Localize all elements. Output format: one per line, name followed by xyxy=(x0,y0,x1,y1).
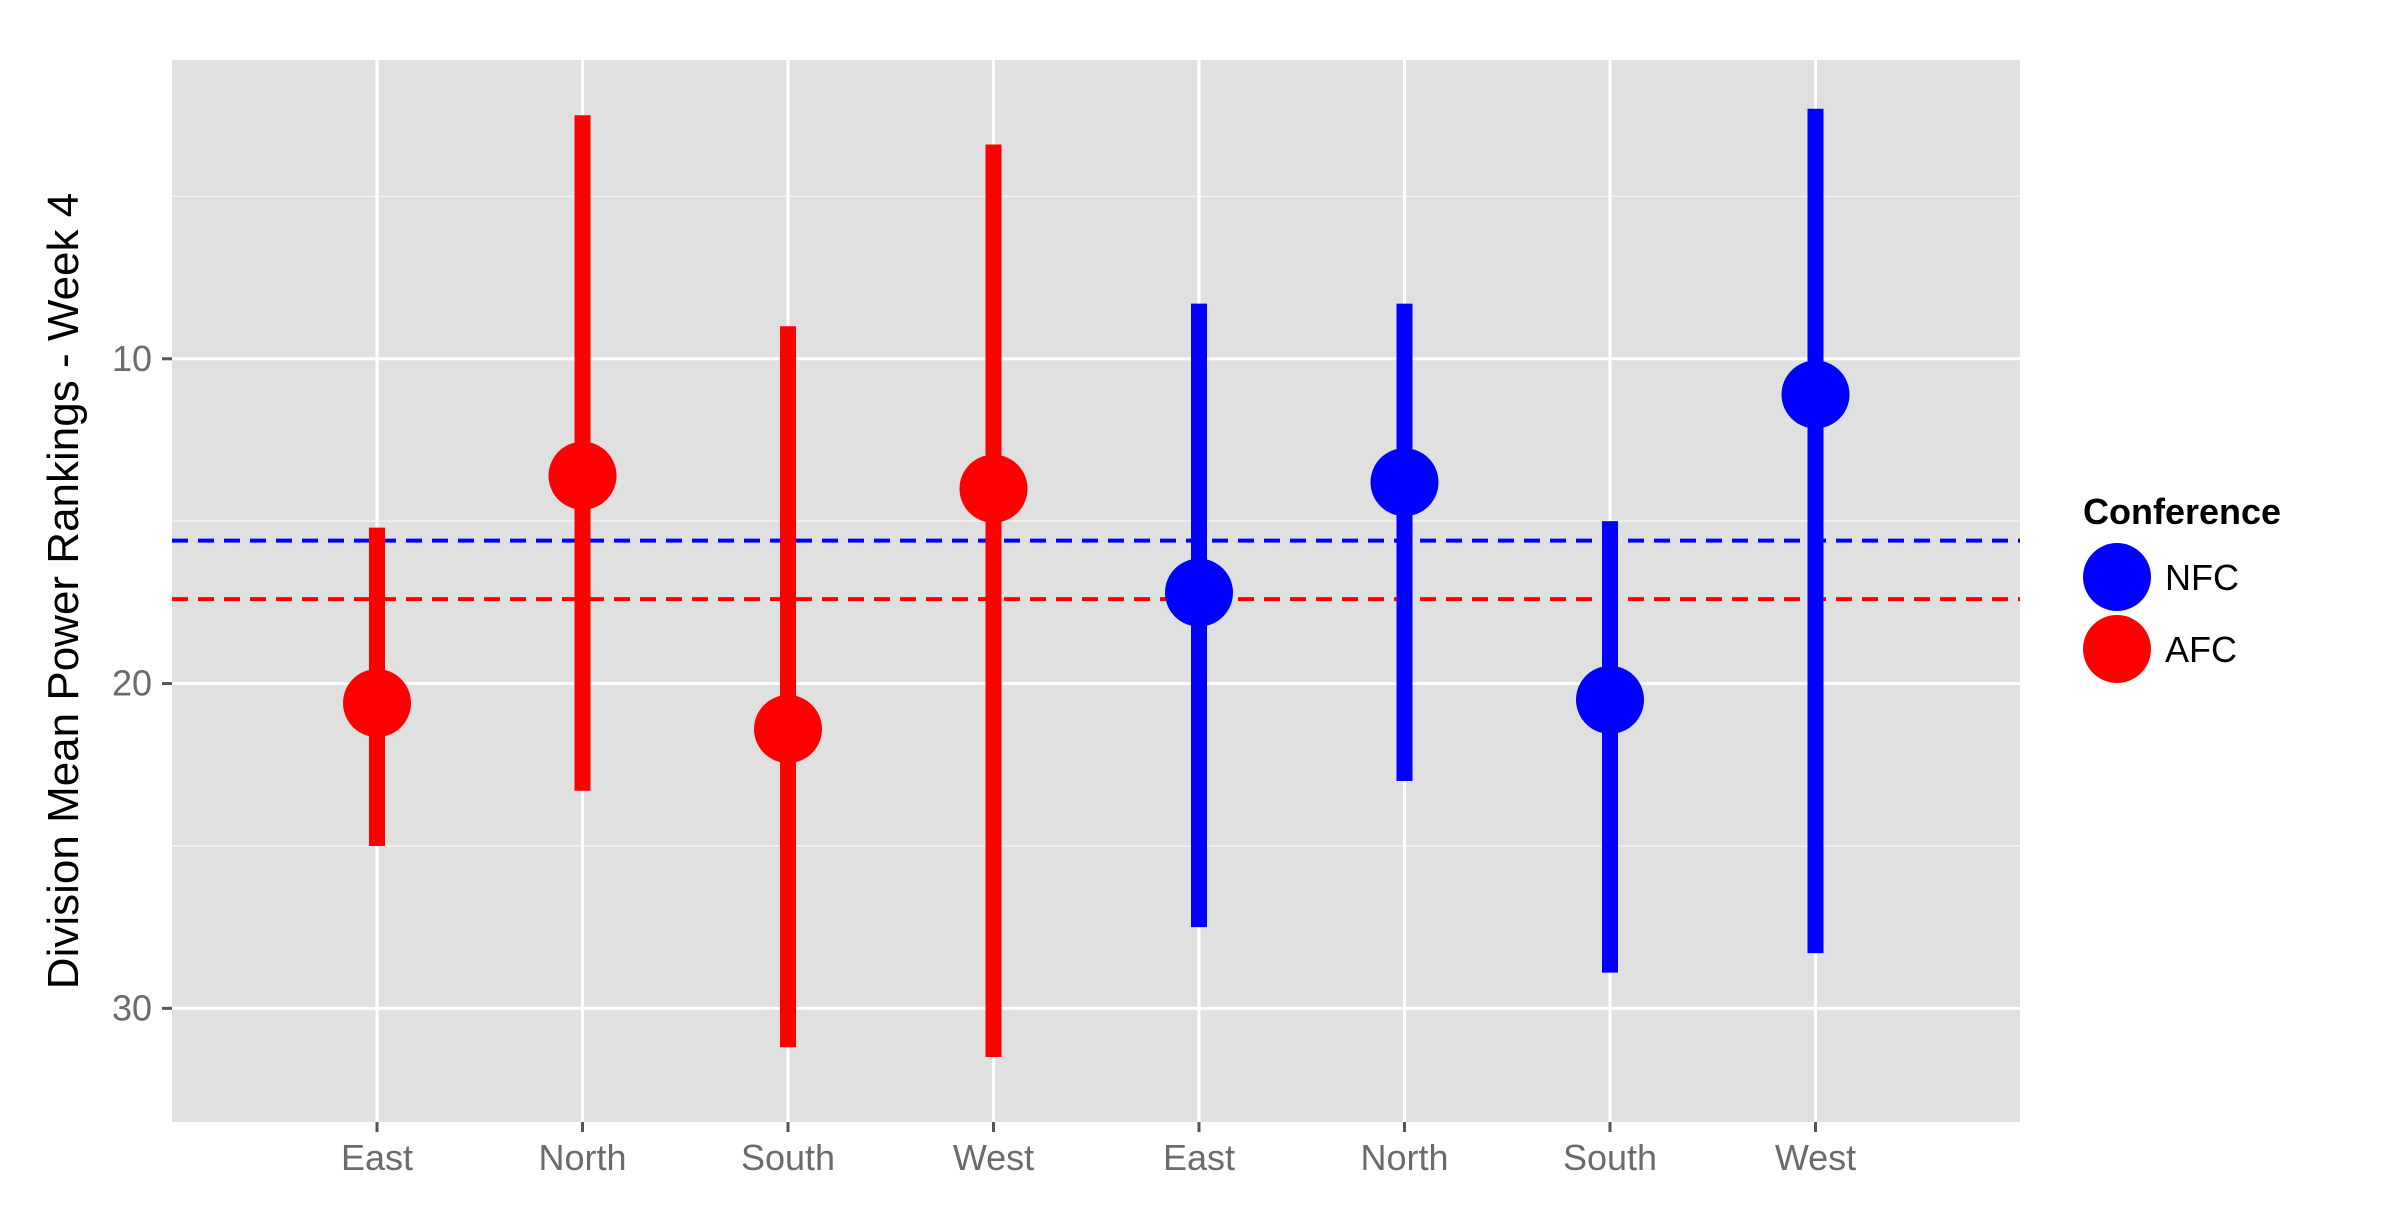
mean-point-afc-north xyxy=(548,441,617,510)
x-tick-label: North xyxy=(538,1137,626,1178)
x-tick-label: East xyxy=(1163,1137,1235,1178)
x-tick-label: West xyxy=(953,1137,1034,1178)
legend-key-afc xyxy=(2083,615,2151,683)
legend-key-nfc xyxy=(2083,543,2151,611)
mean-point-nfc-west xyxy=(1781,360,1850,429)
y-tick-label: 30 xyxy=(112,987,152,1028)
axes: 10 20 30 East North South West East North South We… xyxy=(112,338,1856,1178)
legend: Conference NFC AFC xyxy=(2083,491,2281,683)
y-tick-label: 20 xyxy=(112,663,152,704)
x-tick-label: South xyxy=(741,1137,835,1178)
mean-point-afc-west xyxy=(959,454,1028,523)
mean-point-nfc-north xyxy=(1370,448,1439,517)
mean-point-afc-south xyxy=(754,695,822,764)
mean-point-nfc-south xyxy=(1576,665,1644,734)
mean-points xyxy=(343,360,1850,764)
x-tick-label: East xyxy=(341,1137,413,1178)
y-tick-label: 10 xyxy=(112,338,152,379)
panel-background xyxy=(172,60,2020,1122)
legend-label-afc: AFC xyxy=(2165,629,2237,670)
legend-entries: NFC AFC xyxy=(2083,543,2239,683)
grid-minor xyxy=(172,195,2020,847)
error-bars xyxy=(369,108,1824,1058)
x-tick-label: South xyxy=(1563,1137,1657,1178)
legend-label-nfc: NFC xyxy=(2165,557,2239,598)
reference-lines xyxy=(172,538,2020,602)
mean-point-nfc-east xyxy=(1165,558,1233,627)
y-axis-title: Division Mean Power Rankings - Week 4 xyxy=(39,193,88,989)
x-tick-label: North xyxy=(1360,1137,1448,1178)
legend-title: Conference xyxy=(2083,491,2281,532)
x-tick-label: West xyxy=(1775,1137,1856,1178)
mean-point-afc-east xyxy=(343,669,411,738)
